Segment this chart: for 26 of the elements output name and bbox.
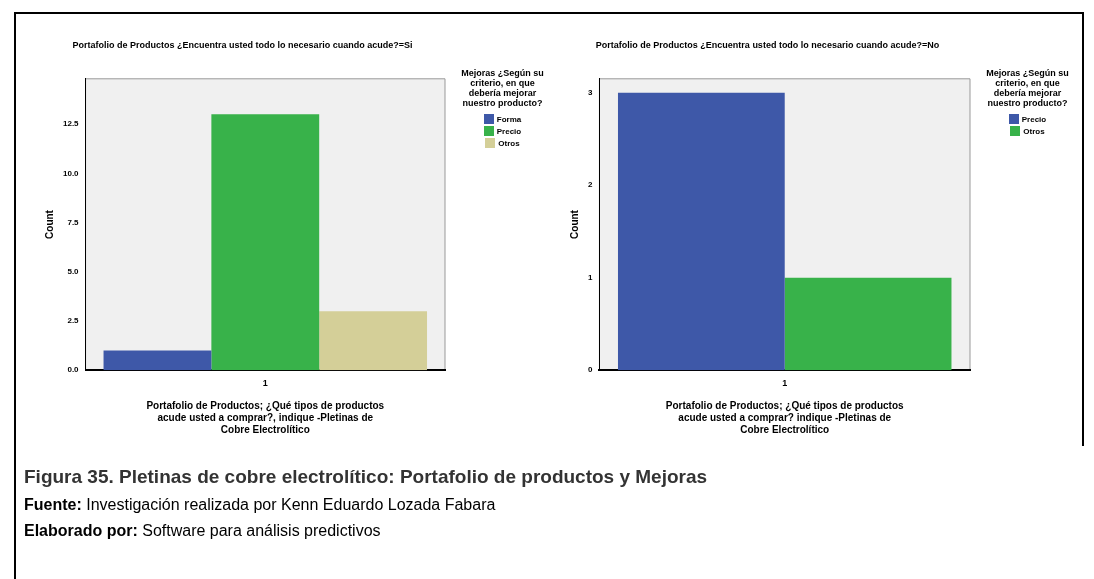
y-tick-label: 10.0: [62, 168, 80, 178]
y-axis-title: Count: [43, 209, 55, 239]
y-tick-label: 2: [588, 180, 593, 190]
legend-label: Otros: [1023, 126, 1045, 136]
y-tick-label: 3: [588, 87, 593, 97]
source-note: Fuente: Investigación realizada por Kenn Eduardo Lozada Fabara: [24, 496, 497, 514]
legend-label: Forma: [496, 114, 522, 124]
legend-title: Mejoras ¿Según su criterio, en que debería mejorar nuestro producto?: [985, 68, 1070, 108]
y-tick-label: 7.5: [67, 217, 80, 227]
y-tick-label: 2.5: [67, 316, 80, 326]
y-tick-label: 12.5: [62, 119, 80, 129]
text: Figura 35. Pletinas de cobre electrolítico: Portafolio de productos y Mejoras: [24, 466, 709, 488]
y-axis-title: Count: [568, 209, 580, 239]
legend-label: Otros: [498, 138, 520, 148]
y-tick-label: 0.0: [67, 365, 80, 375]
legend-label: Precio: [1021, 114, 1047, 124]
legend-label: Precio: [496, 126, 522, 136]
y-tick-label: 0: [588, 365, 593, 375]
x-axis-title: Portafolio de Productos; ¿Qué tipos de productos acude usted a comprar? indique -Pletinas de Cobre Electrolítico: [665, 399, 905, 435]
legend-title: Mejoras ¿Según su criterio, en que debería mejorar nuestro producto?: [460, 68, 545, 108]
chart-title: Portafolio de Productos ¿Encuentra usted todo lo necesario cuando acude?=No: [595, 39, 940, 50]
chart-title: Portafolio de Productos ¿Encuentra usted todo lo necesario cuando acude?=Si: [72, 39, 413, 50]
y-tick-label: 5.0: [67, 266, 80, 276]
text: Elaborado por: Software para análisis predictivos: [24, 522, 382, 540]
y-tick-label: 1: [588, 272, 593, 282]
x-axis-title: Portafolio de Productos; ¿Qué tipos de productos acude usted a comprar?, indique -Pletinas de Cobre Electrolítico: [146, 399, 385, 435]
